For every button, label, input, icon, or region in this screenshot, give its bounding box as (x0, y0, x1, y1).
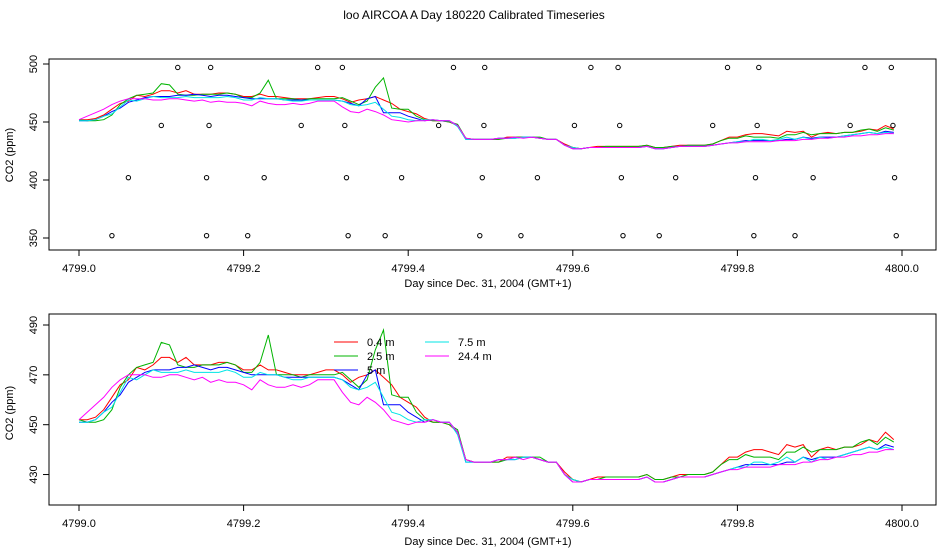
calibration-point (847, 122, 853, 129)
calibration-point (382, 232, 388, 239)
calibration-point (298, 122, 304, 129)
calibration-point (617, 122, 623, 129)
calibration-point (207, 64, 214, 71)
calibration-point (888, 64, 895, 71)
top-x-tick-label-4: 4799.8 (721, 263, 755, 275)
top-series-line-7-5-m (79, 95, 894, 150)
calibration-point (615, 64, 621, 71)
top-x-axis-label: Day since Dec. 31, 2004 (GMT+1) (404, 278, 571, 290)
calibration-point (481, 122, 487, 129)
bottom-series-lines (78, 328, 895, 483)
top-x-tick-label-3: 4799.6 (556, 263, 590, 275)
calibration-point (203, 174, 210, 181)
calibration-point (710, 122, 716, 129)
calibration-point (314, 64, 321, 71)
calibration-point (588, 64, 594, 71)
top-x-tick-label-5: 4800.0 (885, 263, 919, 275)
calibration-point (890, 122, 896, 129)
calibration-point (893, 232, 899, 239)
bottom-y-tick-label-3: 490 (28, 316, 40, 334)
calibration-point (751, 232, 757, 239)
legend-label-0-4m: 0.4 m (367, 337, 395, 349)
top-y-axis-label: CO2 (ppm) (4, 128, 16, 182)
calibration-point (343, 174, 350, 181)
bottom-series-line-7-5-m (79, 369, 894, 483)
bottom-x-tick-label-1: 4799.2 (227, 518, 261, 530)
calibration-point (175, 64, 181, 71)
legend: 0.4 m 2.5 m 5 m 7.5 m 24.4 m (334, 337, 492, 377)
bottom-x-tick-label-2: 4799.4 (391, 518, 425, 530)
calibration-point (756, 64, 762, 71)
bottom-x-tick-label-4: 4799.8 (721, 518, 755, 530)
calibration-point (891, 174, 898, 181)
top-y-axis: 350 400 450 500 (28, 55, 49, 247)
calibration-point (450, 64, 457, 71)
main-title: loo AIRCOA A Day 180220 Calibrated Times… (343, 8, 604, 22)
calibration-point (862, 64, 868, 71)
calibration-point (792, 232, 798, 239)
bottom-y-axis-label: CO2 (ppm) (4, 386, 16, 440)
calibration-point (125, 174, 132, 181)
calibration-point (620, 232, 626, 239)
calibration-point (206, 122, 212, 129)
top-series-line-24-4-m (78, 98, 894, 150)
top-x-tick-label-2: 4799.4 (391, 263, 425, 275)
top-panel: 4799.0 4799.2 4799.4 4799.6 4799.8 4800.0 350… (4, 55, 937, 290)
bottom-x-tick-label-3: 4799.6 (556, 518, 590, 530)
calibration-point (158, 122, 165, 129)
calibration-point (810, 174, 816, 181)
top-y-tick-label-0: 350 (28, 229, 40, 247)
calibration-point (752, 174, 759, 181)
calibration-point (245, 232, 251, 239)
calibration-point (754, 122, 760, 129)
bottom-x-tick-label-5: 4800.0 (885, 518, 919, 530)
calibration-point (482, 64, 488, 71)
calibration-point (534, 174, 541, 181)
bottom-x-axis-label: Day since Dec. 31, 2004 (GMT+1) (404, 536, 571, 548)
top-series-line-2-5-m (78, 76, 894, 150)
calibration-point (345, 232, 351, 239)
calibration-point (571, 122, 578, 129)
calibration-point (672, 174, 679, 181)
calibration-point (656, 232, 662, 239)
bottom-y-tick-label-0: 430 (28, 465, 40, 483)
legend-label-7-5m: 7.5 m (458, 337, 486, 349)
calibration-point (518, 232, 524, 239)
calibration-point (618, 174, 625, 181)
calibration-point (479, 174, 485, 181)
calibration-point (109, 232, 115, 239)
top-y-tick-label-1: 400 (28, 171, 40, 189)
calibration-point (477, 232, 483, 239)
top-calibration-points (109, 64, 899, 239)
bottom-panel: 4799.0 4799.2 4799.4 4799.6 4799.8 4800.0 430… (4, 313, 937, 548)
calibration-point (435, 122, 442, 129)
bottom-y-axis: 430 450 470 490 (28, 316, 49, 484)
top-x-axis: 4799.0 4799.2 4799.4 4799.6 4799.8 4800.0 (62, 250, 919, 275)
bottom-series-line-0-4-m (79, 356, 895, 483)
bottom-x-axis: 4799.0 4799.2 4799.4 4799.6 4799.8 4800.0 (62, 505, 919, 530)
top-y-tick-label-2: 450 (28, 113, 40, 131)
bottom-y-tick-label-2: 470 (28, 366, 40, 384)
legend-label-2-5m: 2.5 m (367, 351, 395, 363)
bottom-series-line-24-4-m (78, 374, 894, 483)
top-y-tick-label-3: 500 (28, 55, 40, 73)
calibration-point (203, 232, 210, 239)
calibration-point (339, 64, 346, 71)
top-plot-box (48, 58, 937, 251)
calibration-point (398, 174, 405, 181)
calibration-point (724, 64, 731, 71)
calibration-point (261, 174, 267, 181)
legend-label-5m: 5 m (367, 365, 385, 377)
top-x-tick-label-1: 4799.2 (227, 263, 261, 275)
top-x-tick-label-0: 4799.0 (62, 263, 96, 275)
bottom-x-tick-label-0: 4799.0 (62, 518, 96, 530)
bottom-y-tick-label-1: 450 (28, 416, 40, 434)
top-series-lines (78, 76, 894, 150)
calibration-point (342, 122, 348, 129)
bottom-plot-box (48, 313, 937, 506)
legend-label-24-4m: 24.4 m (458, 351, 492, 363)
